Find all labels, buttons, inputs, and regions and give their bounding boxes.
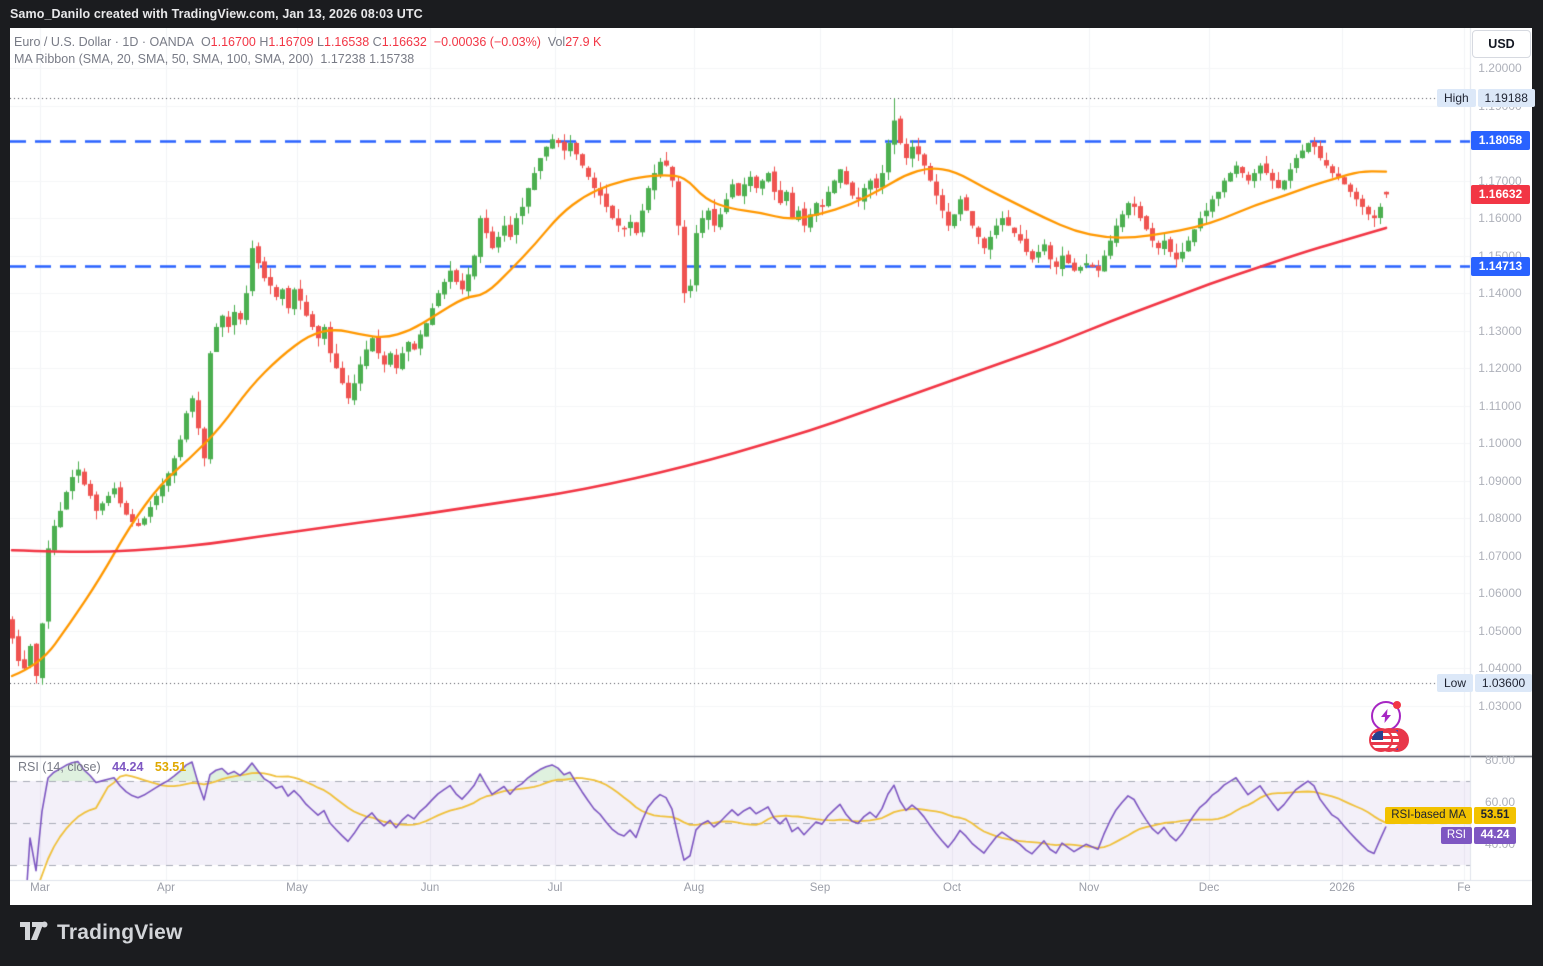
symbol-legend-row: Euro / U.S. Dollar · 1D · OANDA O1.16700…: [14, 35, 602, 49]
change-value: −0.00036 (−0.03%): [433, 35, 541, 49]
ma-ribbon-legend-row: MA Ribbon (SMA, 20, SMA, 50, SMA, 100, S…: [14, 52, 414, 66]
close-value: 1.16632: [381, 35, 427, 49]
bottom-frame-bar: [0, 905, 1543, 966]
ma-slow-value: 1.15738: [369, 52, 415, 66]
currency-unit-button[interactable]: USD: [1472, 30, 1531, 58]
us-flag-canton: [1372, 731, 1383, 740]
session-low-label: Low 1.03600: [1437, 674, 1533, 693]
ma-fast-value: 1.17238: [320, 52, 366, 66]
rsi-ma-current-value: 53.51: [154, 760, 187, 774]
low-label: L: [317, 35, 324, 49]
boost-button[interactable]: [1371, 701, 1401, 731]
low-value: 1.16538: [324, 35, 370, 49]
symbol-flags-button[interactable]: [1369, 728, 1413, 756]
volume-label: Vol: [547, 35, 566, 49]
rsi-title[interactable]: RSI (14, close): [18, 760, 101, 774]
right-frame-strip: [1532, 0, 1543, 966]
rsi-badge-value: 44.24: [1474, 826, 1516, 844]
notification-dot: [1393, 701, 1401, 709]
symbol-title[interactable]: Euro / U.S. Dollar: [14, 35, 112, 49]
high-tag-value: 1.19188: [1477, 89, 1535, 108]
interval-label[interactable]: 1D: [122, 35, 139, 49]
rsi-ma-badge: RSI-based MA 53.51: [1385, 807, 1516, 825]
tradingview-logo[interactable]: TradingView: [20, 921, 183, 945]
open-label: O: [200, 35, 211, 49]
last-price-badge: 1.16632: [1471, 184, 1530, 204]
price-chart-canvas[interactable]: [10, 28, 1532, 905]
rsi-badge: RSI 44.24: [1440, 826, 1516, 844]
low-tag-value: 1.03600: [1475, 674, 1533, 693]
rsi-badge-label: RSI: [1440, 826, 1472, 844]
exchange-label: OANDA: [149, 35, 194, 49]
tradingview-logo-icon: [20, 921, 48, 940]
open-value: 1.16700: [210, 35, 256, 49]
rsi-legend-row: RSI (14, close) 44.24 53.51: [18, 760, 186, 774]
tradingview-logo-text: TradingView: [57, 921, 183, 944]
session-high-label: High 1.19188: [1437, 89, 1535, 108]
close-label: C: [372, 35, 382, 49]
ma-ribbon-title[interactable]: MA Ribbon (SMA, 20, SMA, 50, SMA, 100, S…: [14, 52, 314, 66]
attribution-text: Samo_Danilo created with TradingView.com…: [10, 7, 423, 21]
lightning-icon: [1381, 709, 1391, 723]
flag-icon-us: [1369, 728, 1393, 752]
rsi-ma-badge-value: 53.51: [1474, 807, 1516, 825]
high-value: 1.16709: [268, 35, 314, 49]
rsi-ma-badge-label: RSI-based MA: [1385, 807, 1472, 825]
rsi-current-value: 44.24: [112, 760, 144, 774]
attribution-bar: Samo_Danilo created with TradingView.com…: [0, 0, 1543, 28]
volume-value: 27.9 K: [565, 35, 602, 49]
high-label: H: [259, 35, 269, 49]
chart-area: [10, 28, 1532, 905]
high-tag: High: [1437, 89, 1476, 108]
low-tag: Low: [1437, 674, 1474, 693]
level-price-badge-lower: 1.14713: [1471, 256, 1530, 276]
level-price-badge-upper: 1.18058: [1471, 131, 1530, 151]
